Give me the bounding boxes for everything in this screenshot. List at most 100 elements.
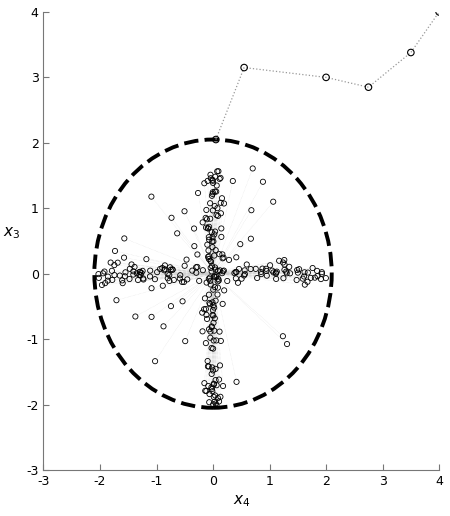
Point [160, 322, 167, 330]
Point [241, 63, 248, 72]
Point [241, 266, 248, 275]
Point [205, 275, 212, 283]
Point [212, 376, 219, 384]
Point [252, 265, 259, 273]
Point [214, 394, 221, 402]
Point [240, 271, 248, 280]
Point [204, 177, 211, 185]
Point [212, 263, 219, 271]
Point [301, 272, 308, 281]
Point [215, 275, 222, 283]
Point [164, 270, 171, 278]
Point [304, 278, 311, 286]
Point [207, 199, 214, 207]
Point [203, 315, 211, 323]
Point [407, 49, 414, 57]
Point [212, 246, 219, 254]
Point [318, 268, 325, 276]
Point [194, 250, 201, 259]
Point [212, 187, 220, 196]
Point [193, 263, 200, 271]
Point [148, 313, 155, 321]
Point [210, 380, 217, 388]
Point [247, 265, 254, 273]
Point [217, 174, 224, 182]
Point [213, 273, 220, 281]
Point [214, 277, 221, 285]
Point [199, 327, 206, 335]
Point [216, 361, 224, 369]
Point [233, 253, 240, 262]
Point [183, 255, 190, 264]
Point [211, 202, 218, 210]
Point [166, 263, 174, 271]
Point [126, 275, 133, 283]
Point [214, 204, 221, 212]
Point [208, 370, 215, 378]
Point [191, 242, 198, 250]
Point [216, 328, 223, 336]
Point [147, 266, 154, 275]
Point [436, 8, 443, 16]
Point [216, 397, 223, 406]
Point [209, 206, 216, 215]
Point [220, 286, 228, 295]
Point [201, 179, 208, 187]
Point [148, 284, 155, 293]
Point [176, 275, 184, 283]
Point [207, 171, 214, 179]
Point [217, 199, 224, 207]
Point [309, 264, 316, 272]
Point [233, 378, 240, 386]
Point [148, 192, 155, 201]
Point [311, 273, 319, 282]
Y-axis label: $x_3$: $x_3$ [3, 225, 21, 241]
Point [210, 345, 217, 353]
Point [203, 279, 210, 287]
Point [209, 311, 216, 319]
Point [196, 277, 203, 285]
Point [214, 291, 221, 299]
Point [206, 252, 213, 260]
Point [201, 305, 208, 313]
Point [216, 266, 224, 275]
Point [304, 268, 311, 277]
Point [281, 261, 288, 269]
Point [257, 268, 265, 276]
Point [181, 262, 188, 270]
Point [213, 211, 220, 219]
Point [203, 311, 210, 319]
Point [365, 83, 372, 91]
Point [322, 274, 329, 282]
Point [213, 336, 220, 345]
Point [314, 267, 321, 275]
Point [140, 276, 147, 284]
Point [209, 233, 216, 241]
Point [133, 269, 140, 278]
Point [207, 273, 214, 282]
Point [206, 223, 213, 231]
Point [139, 267, 146, 275]
Point [204, 240, 211, 249]
Point [219, 267, 226, 276]
Point [135, 276, 142, 284]
Point [232, 268, 239, 276]
Point [101, 267, 108, 276]
Point [104, 277, 111, 285]
Point [153, 268, 161, 276]
Point [301, 281, 308, 289]
Point [207, 334, 214, 342]
Point [132, 312, 139, 320]
Point [205, 362, 212, 370]
Point [113, 296, 120, 304]
Point [212, 266, 219, 274]
Point [136, 268, 144, 276]
Point [199, 266, 207, 275]
Point [130, 267, 137, 276]
Point [208, 344, 215, 352]
Point [205, 382, 212, 390]
Point [189, 266, 196, 275]
Point [111, 261, 118, 269]
Point [205, 246, 212, 254]
Point [216, 376, 223, 384]
